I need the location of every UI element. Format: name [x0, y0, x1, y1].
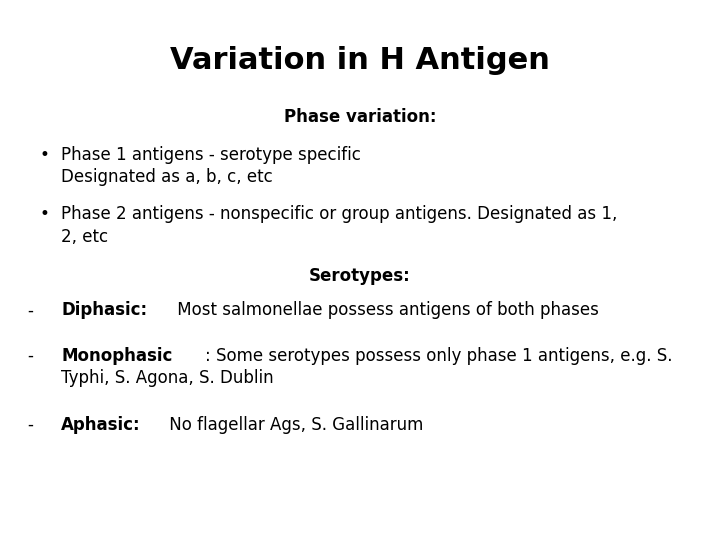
Text: -: -: [27, 347, 33, 364]
Text: Diphasic:: Diphasic:: [61, 301, 148, 319]
Text: -: -: [27, 301, 33, 319]
Text: Designated as a, b, c, etc: Designated as a, b, c, etc: [61, 168, 273, 186]
Text: Serotypes:: Serotypes:: [309, 267, 411, 285]
Text: Phase 1 antigens - serotype specific: Phase 1 antigens - serotype specific: [61, 146, 361, 164]
Text: Most salmonellae possess antigens of both phases: Most salmonellae possess antigens of bot…: [172, 301, 599, 319]
Text: 2, etc: 2, etc: [61, 228, 108, 246]
Text: -: -: [27, 416, 33, 434]
Text: Typhi, S. Agona, S. Dublin: Typhi, S. Agona, S. Dublin: [61, 369, 274, 387]
Text: •: •: [40, 205, 50, 223]
Text: Phase variation:: Phase variation:: [284, 108, 436, 126]
Text: •: •: [40, 146, 50, 164]
Text: Aphasic:: Aphasic:: [61, 416, 141, 434]
Text: Variation in H Antigen: Variation in H Antigen: [170, 46, 550, 75]
Text: Phase 2 antigens - nonspecific or group antigens. Designated as 1,: Phase 2 antigens - nonspecific or group …: [61, 205, 618, 223]
Text: : Some serotypes possess only phase 1 antigens, e.g. S.: : Some serotypes possess only phase 1 an…: [205, 347, 672, 364]
Text: Monophasic: Monophasic: [61, 347, 173, 364]
Text: No flagellar Ags, S. Gallinarum: No flagellar Ags, S. Gallinarum: [164, 416, 423, 434]
